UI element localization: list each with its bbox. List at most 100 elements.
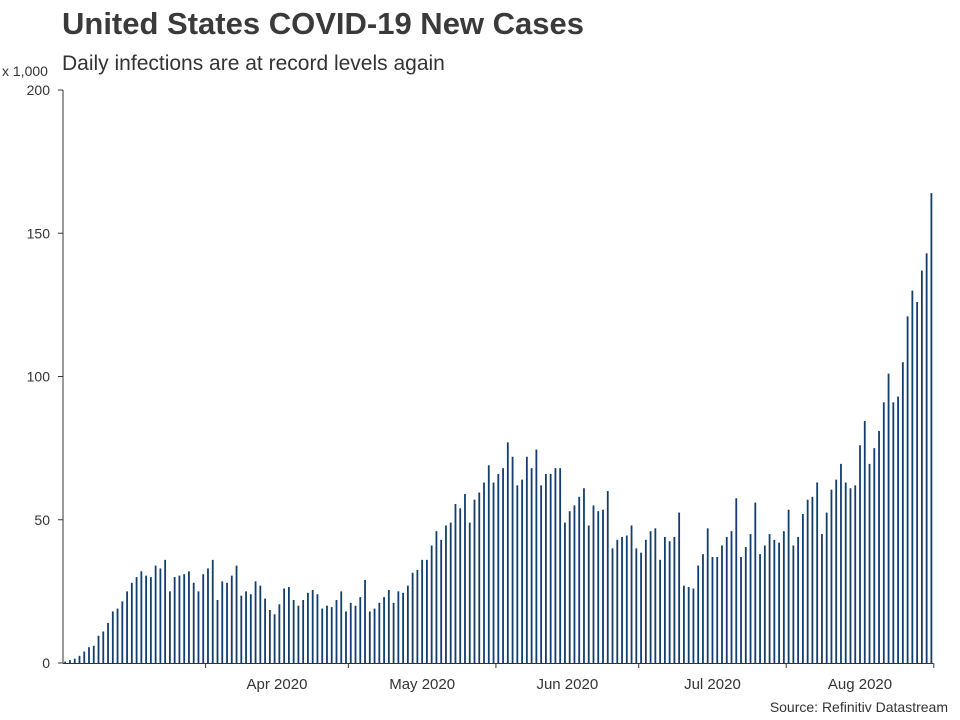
bar: [702, 554, 704, 663]
bar: [568, 511, 571, 663]
bar: [188, 571, 190, 663]
bar: [402, 592, 405, 663]
bar: [478, 492, 481, 663]
bar: [302, 599, 305, 663]
bar: [264, 598, 266, 663]
bar: [797, 536, 800, 663]
bar: [897, 396, 899, 663]
bar: [73, 658, 76, 663]
bar: [687, 587, 690, 663]
bar: [882, 402, 885, 663]
bar: [787, 509, 790, 663]
y-tick-label: 150: [27, 225, 51, 241]
bar: [549, 473, 552, 663]
bar: [197, 591, 200, 663]
bar: [749, 534, 752, 663]
bar: [135, 577, 138, 663]
bar: [69, 660, 71, 663]
bar: [487, 465, 490, 663]
bar: [145, 575, 148, 663]
bar: [773, 539, 776, 663]
bar: [492, 482, 495, 663]
bar: [202, 574, 205, 663]
bar: [668, 541, 671, 663]
x-tick-label: Apr 2020: [247, 676, 308, 693]
bar: [216, 599, 219, 663]
bar: [102, 631, 105, 663]
bar: [825, 512, 828, 663]
bar: [373, 608, 376, 663]
bar: [849, 488, 852, 663]
bar: [616, 539, 619, 663]
bar: [421, 559, 424, 663]
bar: [292, 599, 295, 663]
bar: [759, 554, 761, 663]
bar: [383, 597, 385, 663]
bar: [744, 546, 747, 663]
bar: [906, 316, 909, 663]
bar: [416, 569, 419, 663]
bar: [473, 499, 476, 663]
bar: [587, 525, 590, 663]
bar: [445, 525, 447, 663]
bar: [578, 496, 581, 663]
bar: [573, 505, 576, 663]
bar: [778, 542, 780, 663]
x-tick-label: May 2020: [389, 676, 455, 693]
bar: [411, 572, 414, 663]
bar: [659, 559, 662, 663]
bar: [711, 556, 714, 663]
bar: [721, 545, 723, 663]
bar: [644, 539, 647, 663]
bar: [740, 556, 742, 663]
x-tick-label: Aug 2020: [828, 676, 892, 693]
bar: [706, 528, 709, 663]
bar: [88, 647, 90, 663]
bar: [554, 468, 557, 663]
bar: [207, 568, 209, 663]
bar: [397, 591, 400, 663]
bar: [821, 534, 823, 663]
bar: [878, 430, 880, 663]
bar: [364, 579, 366, 663]
bar: [859, 445, 861, 663]
bar: [259, 585, 262, 663]
bar: [697, 565, 700, 663]
bar: [354, 605, 357, 663]
bar: [330, 607, 333, 663]
bar: [678, 512, 681, 663]
bar: [126, 591, 128, 663]
bar: [283, 588, 286, 663]
source-note: Source: Refinitiv Datastream: [769, 699, 948, 715]
y-axis: 0 50 100 150 200: [27, 82, 63, 671]
bar: [468, 522, 471, 663]
bar: [178, 575, 181, 663]
bar: [540, 485, 543, 663]
bar: [930, 193, 933, 663]
bar: [763, 545, 766, 663]
bar: [245, 591, 247, 663]
chart-subtitle: Daily infections are at record levels ag…: [62, 52, 445, 75]
bar: [130, 582, 133, 663]
bar: [159, 568, 162, 663]
bar: [392, 602, 395, 663]
bar: [497, 473, 500, 663]
bar: [154, 565, 157, 663]
bar: [754, 502, 757, 663]
bar: [378, 602, 381, 663]
x-tick-label: Jul 2020: [684, 676, 741, 693]
bar: [506, 442, 509, 663]
bar: [635, 548, 638, 663]
bar: [630, 525, 633, 663]
bar: [801, 514, 804, 663]
bar: [640, 552, 642, 663]
bar: [597, 511, 600, 663]
bar: [111, 611, 114, 663]
bar: [64, 661, 67, 663]
bar: [368, 611, 371, 663]
bar: [307, 592, 309, 663]
bar: [149, 577, 152, 663]
bar: [525, 456, 528, 663]
bar: [326, 605, 328, 663]
bar: [406, 585, 409, 663]
